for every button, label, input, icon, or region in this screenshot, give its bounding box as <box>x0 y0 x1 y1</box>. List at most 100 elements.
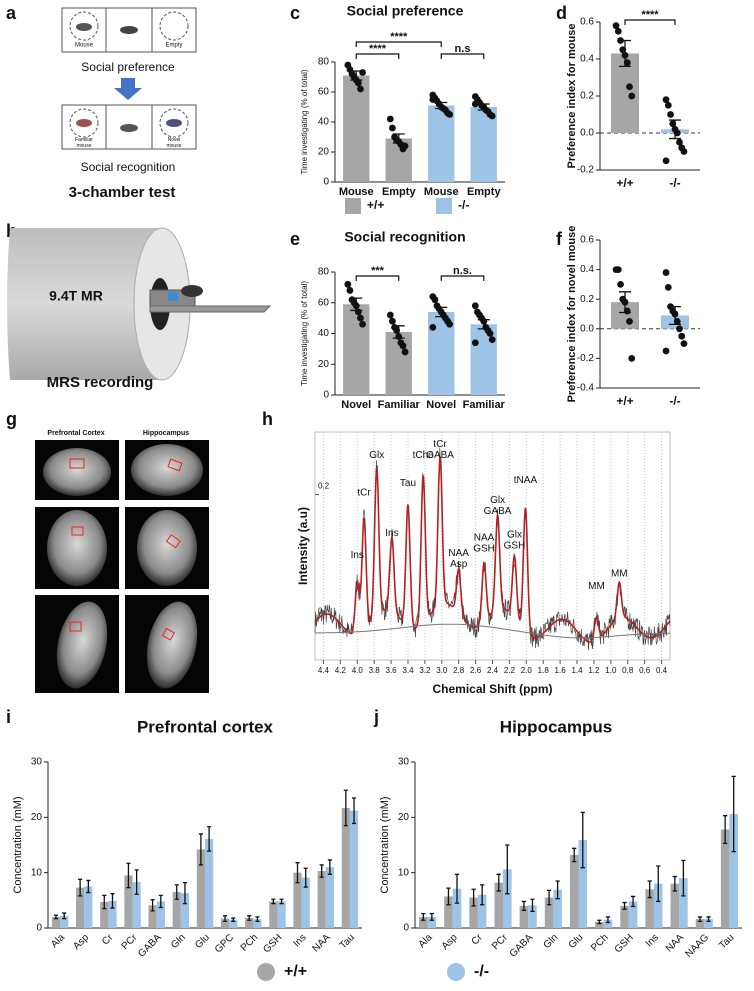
bar <box>205 838 214 928</box>
panel-a: a Mouse Empty Social preference Familiar… <box>6 3 197 201</box>
x-tick-label: 4.0 <box>352 666 364 675</box>
peak-label: Ins <box>351 550 364 561</box>
y-tick-label: 0 <box>403 923 409 934</box>
x-tick-label: Glu <box>567 932 586 951</box>
y-tick-label: 0.4 <box>580 264 594 275</box>
coil <box>168 292 178 301</box>
x-axis-label: Chemical Shift (ppm) <box>432 682 552 696</box>
x-tick-label: 1.2 <box>588 666 600 675</box>
bar <box>60 915 69 928</box>
error-bar <box>53 914 59 920</box>
peak-label: Ins <box>385 528 398 539</box>
bar <box>196 849 205 928</box>
panel-label: i <box>6 707 11 727</box>
caption: MRS recording <box>47 374 154 391</box>
data-point <box>357 314 364 322</box>
column-label: Hippocampus <box>143 430 189 437</box>
y-axis-label: Concentration (mM) <box>379 796 391 893</box>
error-bar <box>555 880 560 900</box>
step-label: Social recognition <box>81 160 176 174</box>
data-point <box>626 83 633 91</box>
data-point <box>678 332 686 340</box>
data-point <box>623 307 631 315</box>
peak-label: GABA <box>426 450 454 461</box>
y-axis-label: Concentration (mM) <box>12 796 24 893</box>
x-tick-label: 2.4 <box>487 666 499 675</box>
y-tick-label: 0.2 <box>580 91 594 102</box>
x-tick-label: GABA <box>136 932 164 960</box>
mouse-icon <box>166 119 182 127</box>
peak-label: MM <box>611 569 628 580</box>
x-tick-label: Cr <box>100 932 116 948</box>
significance-bracket <box>355 41 442 47</box>
y-tick-label: 80 <box>318 267 330 278</box>
bar <box>317 871 326 928</box>
peak-label: tCho <box>413 450 435 461</box>
bar <box>679 878 688 928</box>
y-tick-label: 30 <box>31 757 43 768</box>
data-point <box>471 100 479 108</box>
error-bar <box>605 916 611 924</box>
x-tick-label: Empty <box>467 186 502 198</box>
data-point <box>671 310 679 318</box>
error-bar <box>207 826 212 852</box>
bar <box>343 75 370 182</box>
voxel <box>71 526 84 536</box>
error-bar <box>530 898 535 913</box>
error-bar <box>429 912 434 921</box>
data-point <box>386 311 394 319</box>
x-tick-label: 1.0 <box>605 666 617 675</box>
x-tick-label: Novel <box>341 399 371 411</box>
x-tick-label: -/- <box>669 176 680 190</box>
error-bar <box>279 898 284 905</box>
bar <box>470 324 497 395</box>
bar <box>452 888 462 928</box>
bar <box>419 916 428 928</box>
x-tick-label: Tau <box>338 932 357 951</box>
x-tick-label: PCr <box>120 932 140 952</box>
error-bar <box>150 899 155 912</box>
bar <box>695 919 705 928</box>
x-tick-label: GPC <box>213 932 236 955</box>
data-point <box>680 148 688 155</box>
spectrum-chart: h 4.4 4.2 4.0 3.8 3.6 3.4 3.2 3.0 2.8 2.6 2.4 2.2 2.0… <box>262 409 671 696</box>
significance-bracket <box>355 275 400 281</box>
data-point <box>614 266 622 273</box>
peak-label: Asp <box>450 559 468 570</box>
x-tick-label: 1.4 <box>571 666 583 675</box>
x-tick-label: +/+ <box>616 176 633 190</box>
error-bar <box>446 887 451 906</box>
bar <box>349 810 359 928</box>
data-point <box>662 157 670 165</box>
error-bar <box>622 901 627 910</box>
peak-label: NAA <box>474 533 495 544</box>
x-tick-label: Glu <box>193 932 212 951</box>
bar <box>325 867 334 928</box>
data-point <box>628 92 636 100</box>
fit-spectrum <box>314 456 671 643</box>
y-axis-label: Time investigating (% of total) <box>300 69 309 174</box>
peak-label: MM <box>588 581 605 592</box>
x-tick-label: Ala <box>417 932 435 950</box>
bed <box>149 305 272 313</box>
data-point <box>662 347 670 355</box>
bar <box>729 814 738 928</box>
data-point <box>386 115 394 123</box>
bar <box>595 921 604 928</box>
error-bar <box>255 916 260 923</box>
box-label: Familiar mouse <box>75 137 93 149</box>
data-point <box>446 320 454 328</box>
bar <box>503 869 512 928</box>
y-tick-label: 0.6 <box>580 235 594 246</box>
data-point <box>389 317 396 325</box>
error-bar <box>630 895 636 908</box>
brain <box>131 444 203 496</box>
data-point <box>621 298 629 306</box>
y-tick-label: 60 <box>318 297 330 308</box>
panel-label: d <box>556 3 567 23</box>
x-tick-label: 2.8 <box>453 666 465 675</box>
error-bar <box>521 900 527 911</box>
data-point <box>669 120 677 128</box>
y-axis-label: Intensity (a.u) <box>296 507 310 585</box>
y-tick-label: 10 <box>31 867 43 878</box>
